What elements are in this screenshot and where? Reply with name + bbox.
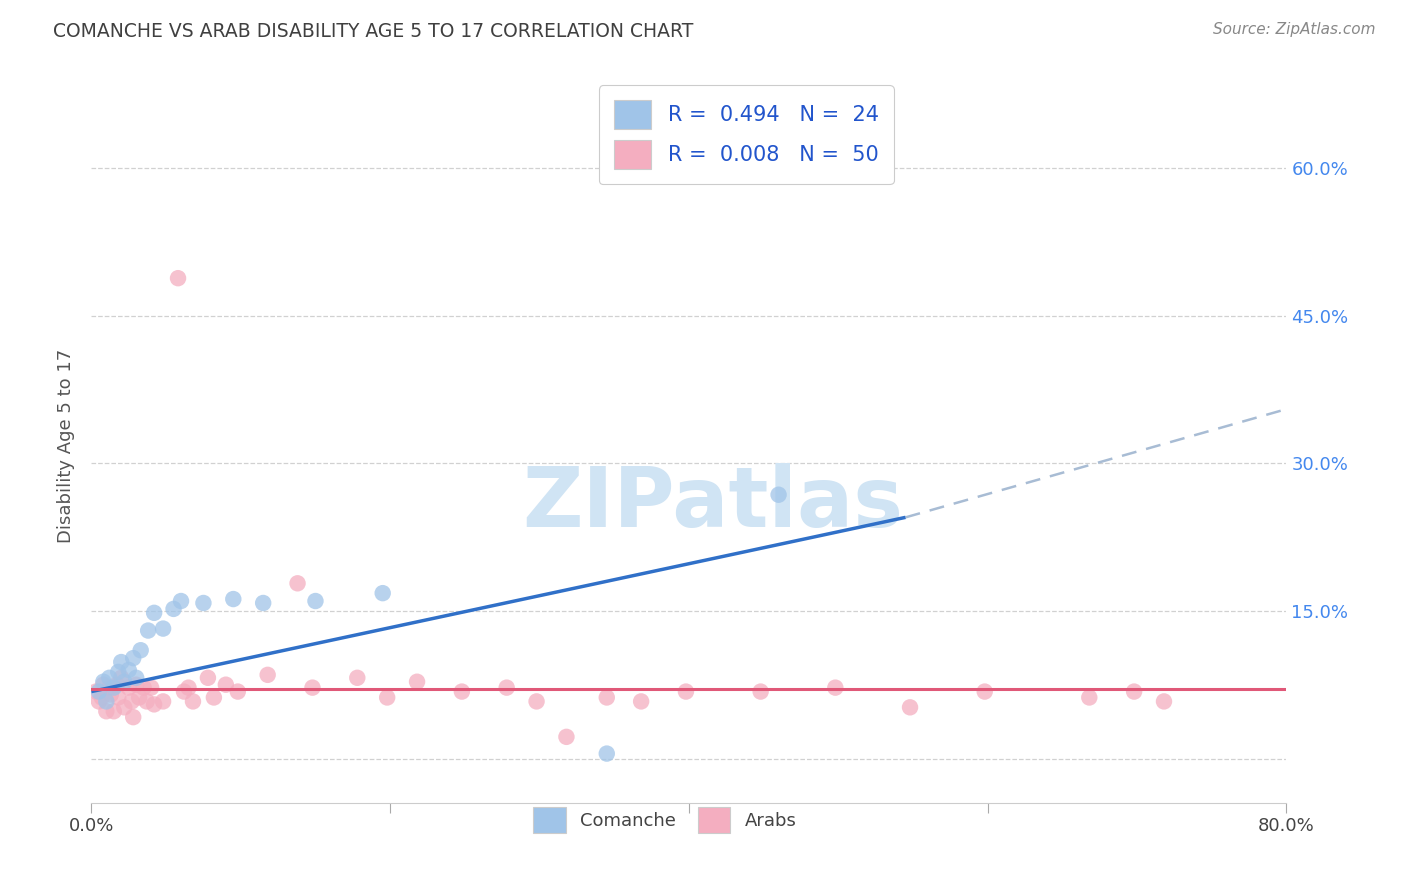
Point — [215, 678, 238, 692]
Point — [98, 681, 121, 695]
Point — [596, 690, 619, 705]
Point — [1123, 684, 1146, 698]
Point — [193, 596, 215, 610]
Point — [122, 651, 145, 665]
Point — [898, 700, 921, 714]
Point — [90, 690, 112, 705]
Point — [152, 622, 174, 636]
Point — [170, 594, 193, 608]
Point — [167, 271, 190, 285]
Point — [118, 663, 141, 677]
Point — [973, 684, 995, 698]
Point — [749, 684, 772, 698]
Point — [100, 688, 122, 702]
Point — [181, 694, 204, 708]
Point — [1153, 694, 1175, 708]
Point — [87, 694, 110, 708]
Point — [824, 681, 846, 695]
Point — [173, 684, 195, 698]
Point — [768, 488, 790, 502]
Point — [222, 592, 245, 607]
Point — [112, 700, 135, 714]
Point — [555, 730, 578, 744]
Point — [630, 694, 652, 708]
Point — [301, 681, 323, 695]
Point — [143, 606, 166, 620]
Point — [675, 684, 697, 698]
Point — [304, 594, 326, 608]
Point — [371, 586, 394, 600]
Point — [110, 655, 132, 669]
Point — [596, 747, 619, 761]
Point — [226, 684, 249, 698]
Point — [202, 690, 225, 705]
Point — [107, 665, 129, 679]
Point — [132, 681, 155, 695]
Point — [141, 681, 163, 695]
Point — [96, 694, 118, 708]
Point — [287, 576, 309, 591]
Point — [450, 684, 472, 698]
Point — [136, 624, 159, 638]
Point — [152, 694, 174, 708]
Y-axis label: Disability Age 5 to 17: Disability Age 5 to 17 — [58, 349, 76, 543]
Point — [406, 674, 429, 689]
Point — [495, 681, 517, 695]
Text: COMANCHE VS ARAB DISABILITY AGE 5 TO 17 CORRELATION CHART: COMANCHE VS ARAB DISABILITY AGE 5 TO 17 … — [53, 22, 693, 41]
Point — [128, 690, 150, 705]
Point — [96, 704, 118, 718]
Point — [125, 671, 148, 685]
Point — [526, 694, 548, 708]
Point — [125, 678, 148, 692]
Point — [93, 674, 115, 689]
Point — [110, 671, 132, 685]
Point — [162, 602, 184, 616]
Point — [98, 671, 121, 685]
Point — [197, 671, 219, 685]
Point — [143, 698, 166, 712]
Legend: Comanche, Arabs: Comanche, Arabs — [526, 800, 804, 840]
Point — [105, 678, 128, 692]
Point — [252, 596, 274, 610]
Point — [177, 681, 200, 695]
Point — [1078, 690, 1101, 705]
Point — [84, 684, 107, 698]
Point — [112, 674, 135, 689]
Point — [122, 710, 145, 724]
Point — [103, 681, 125, 695]
Point — [256, 668, 278, 682]
Text: ZIPatlas: ZIPatlas — [523, 463, 903, 543]
Point — [93, 678, 115, 692]
Point — [121, 694, 143, 708]
Point — [107, 690, 129, 705]
Point — [346, 671, 368, 685]
Point — [103, 704, 125, 718]
Text: Source: ZipAtlas.com: Source: ZipAtlas.com — [1212, 22, 1375, 37]
Point — [87, 684, 110, 698]
Point — [129, 643, 152, 657]
Point — [118, 681, 141, 695]
Point — [135, 694, 157, 708]
Point — [375, 690, 398, 705]
